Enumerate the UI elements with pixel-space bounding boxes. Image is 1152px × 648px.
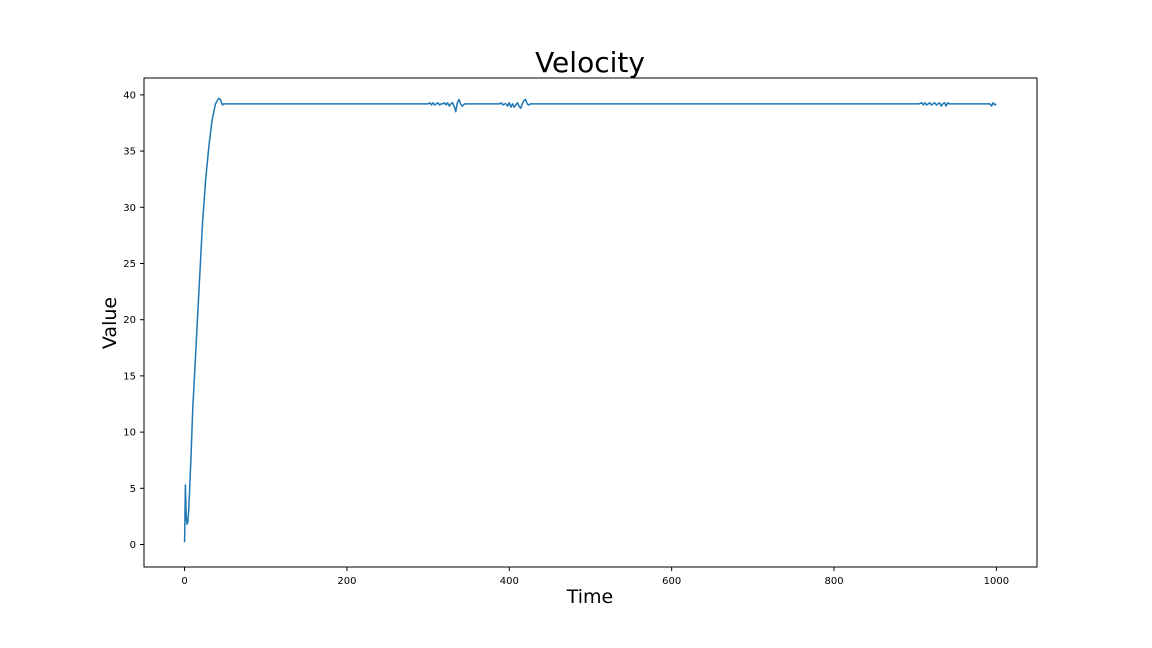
- series-layer: [183, 97, 997, 543]
- series-line-0: [183, 97, 997, 543]
- y-tick-label: 35: [123, 147, 136, 158]
- x-tick-label: 400: [500, 576, 519, 587]
- y-tick-label: 40: [123, 90, 136, 101]
- x-tick-label: 600: [662, 576, 681, 587]
- x-axis-label: Time: [566, 586, 614, 608]
- y-tick-label: 25: [123, 259, 136, 270]
- y-tick-label: 5: [130, 484, 136, 495]
- y-axis-label: Value: [99, 297, 121, 349]
- x-tick-label: 200: [337, 576, 356, 587]
- y-tick-label: 20: [123, 315, 136, 326]
- x-axis-ticks: 0 200 400 600 800 1000: [181, 567, 1009, 587]
- plot-frame: [143, 77, 1038, 568]
- y-tick-label: 30: [123, 203, 136, 214]
- y-tick-label: 15: [123, 371, 136, 382]
- y-tick-label: 10: [123, 428, 136, 439]
- y-tick-label: 0: [130, 540, 136, 551]
- x-tick-label: 0: [181, 576, 187, 587]
- y-axis-ticks: 0 5 10 15 20 25 30 35 40: [123, 90, 144, 551]
- chart-title: Velocity: [535, 46, 645, 79]
- x-tick-label: 800: [824, 576, 843, 587]
- x-tick-label: 1000: [984, 576, 1009, 587]
